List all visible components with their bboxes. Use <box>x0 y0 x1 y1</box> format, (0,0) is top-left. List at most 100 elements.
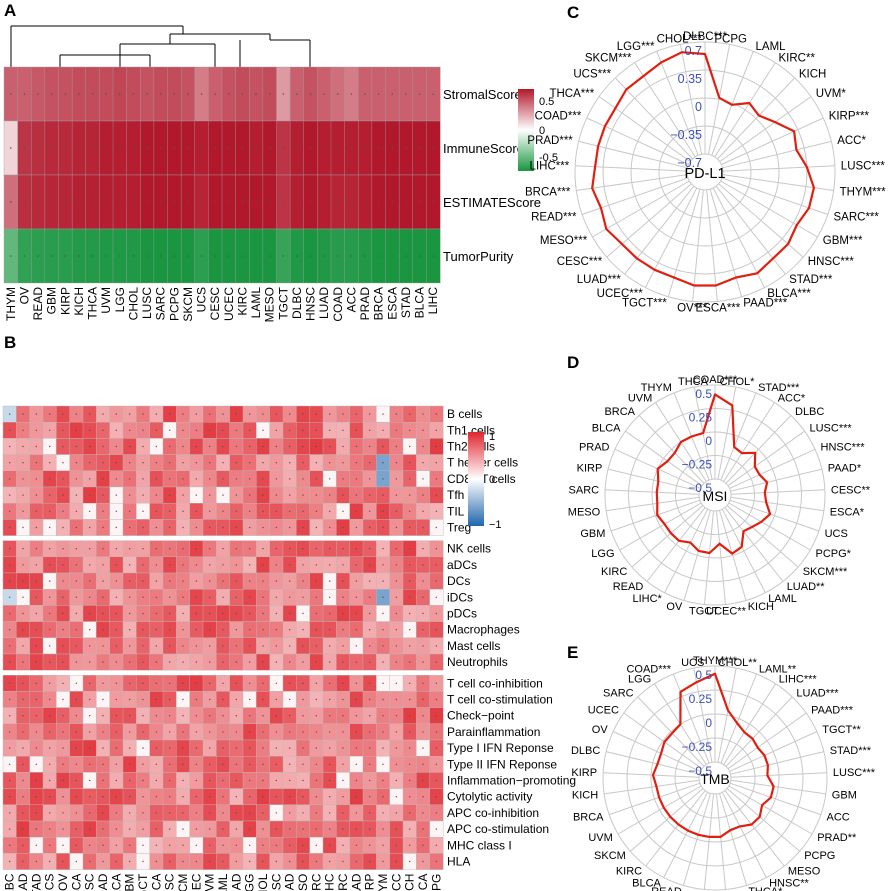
significance-dot <box>355 731 358 733</box>
significance-dot <box>355 612 358 615</box>
column-label: TGCT <box>276 286 290 319</box>
significance-dot <box>382 478 384 480</box>
significance-dot <box>222 645 224 647</box>
significance-dot <box>315 645 318 647</box>
significance-dot <box>288 413 291 415</box>
significance-dot <box>214 147 216 149</box>
significance-dot <box>408 548 411 550</box>
significance-dot <box>368 548 371 550</box>
significance-dot <box>342 796 344 798</box>
significance-dot <box>195 462 198 464</box>
significance-dot <box>275 682 278 684</box>
significance-dot <box>222 682 224 684</box>
significance-dot <box>142 828 144 830</box>
significance-dot <box>282 93 285 95</box>
center-label: TMB <box>700 771 730 787</box>
significance-dot <box>62 860 64 863</box>
significance-dot <box>182 478 184 480</box>
significance-dot <box>8 763 11 765</box>
radar-spoke <box>644 187 698 288</box>
significance-dot <box>222 747 224 749</box>
significance-dot <box>408 715 411 717</box>
radar-spoke <box>721 791 767 878</box>
significance-dot <box>382 731 384 733</box>
significance-dot <box>48 731 51 733</box>
legend-tick: −1 <box>489 519 502 531</box>
significance-dot <box>248 580 251 582</box>
significance-dot <box>62 526 64 529</box>
significance-dot <box>235 580 238 582</box>
column-label: LUAD <box>283 873 297 891</box>
significance-dot <box>50 255 53 257</box>
significance-dot <box>235 682 238 684</box>
significance-dot <box>208 429 211 431</box>
significance-dot <box>222 494 224 496</box>
significance-dot <box>195 548 198 550</box>
significance-dot <box>248 526 251 529</box>
significance-dot <box>328 462 331 464</box>
significance-dot <box>248 564 251 566</box>
significance-dot <box>435 828 438 830</box>
significance-dot <box>195 494 198 496</box>
radar-spoke <box>717 667 737 763</box>
column-label: CHOL <box>126 287 140 321</box>
significance-dot <box>22 596 24 598</box>
significance-dot <box>208 548 211 550</box>
category-label: MESO <box>788 866 821 878</box>
significance-dot <box>168 612 171 615</box>
significance-dot <box>208 682 211 684</box>
significance-dot <box>355 494 358 496</box>
significance-dot <box>102 860 104 863</box>
significance-dot <box>235 526 238 529</box>
significance-dot <box>422 731 424 733</box>
significance-dot <box>182 494 184 496</box>
radar-spoke <box>718 183 804 258</box>
significance-dot <box>355 564 358 566</box>
panel-label-a: A <box>4 1 16 20</box>
significance-dot <box>368 526 371 529</box>
significance-dot <box>288 580 291 582</box>
category-label: LIHC* <box>632 593 662 605</box>
category-label: PCPG <box>804 850 835 862</box>
significance-dot <box>288 698 291 701</box>
significance-dot <box>235 596 238 598</box>
significance-dot <box>235 462 238 464</box>
category-label: UVM* <box>816 88 847 100</box>
category-label: LUSC*** <box>841 161 886 173</box>
significance-dot <box>288 462 291 464</box>
significance-dot <box>395 747 398 749</box>
significance-dot <box>432 147 434 149</box>
radar-spoke <box>656 51 699 156</box>
correlation-trace <box>655 393 772 555</box>
significance-dot <box>35 812 38 814</box>
significance-dot <box>115 698 118 701</box>
significance-dot <box>75 564 78 566</box>
category-label: READ*** <box>531 212 577 224</box>
significance-dot <box>182 763 184 765</box>
significance-dot <box>248 413 251 415</box>
category-label: KIRC <box>616 866 642 878</box>
significance-dot <box>408 478 411 480</box>
significance-dot <box>275 596 278 598</box>
significance-dot <box>195 812 198 814</box>
significance-dot <box>315 462 318 464</box>
significance-dot <box>91 147 94 149</box>
significance-dot <box>262 462 264 464</box>
row-label: NK cells <box>447 542 491 556</box>
significance-dot <box>328 682 331 684</box>
significance-dot <box>155 580 158 582</box>
significance-dot <box>182 812 184 814</box>
significance-dot <box>435 715 438 717</box>
significance-dot <box>195 860 198 863</box>
significance-dot <box>132 93 135 95</box>
significance-dot <box>128 828 131 830</box>
row-label: Cytolytic activity <box>447 790 532 804</box>
significance-dot <box>102 564 104 566</box>
significance-dot <box>405 201 407 203</box>
significance-dot <box>88 715 91 717</box>
significance-dot <box>408 462 411 464</box>
significance-dot <box>128 612 131 615</box>
significance-dot <box>102 812 104 814</box>
significance-dot <box>155 462 158 464</box>
significance-dot <box>422 661 424 663</box>
